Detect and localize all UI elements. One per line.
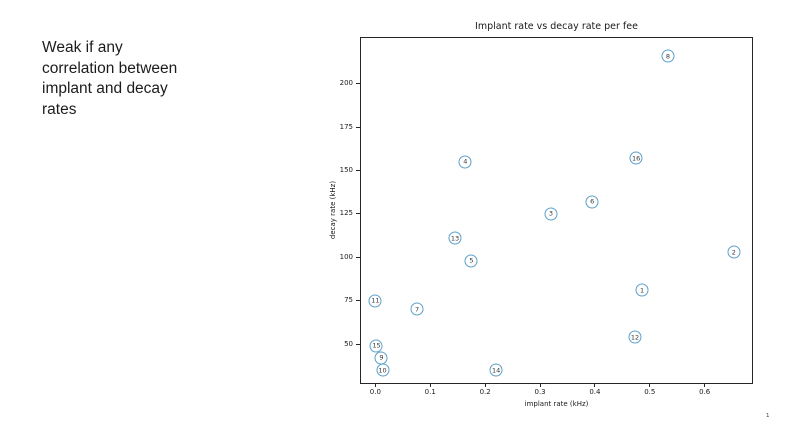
y-tick-mark [356, 83, 360, 85]
x-tick-mark [484, 384, 486, 387]
y-tick-mark [356, 343, 360, 345]
x-tick-mark [429, 384, 431, 387]
scatter-point: 12 [628, 330, 642, 344]
scatter-point: 3 [544, 207, 558, 221]
x-tick-label: 0.1 [424, 388, 436, 396]
scatter-point: 9 [374, 351, 388, 365]
x-tick-label: 0.6 [699, 388, 711, 396]
scatter-point: 1 [635, 283, 649, 297]
y-tick-label: 150 [339, 166, 353, 175]
x-tick-mark [704, 384, 706, 387]
y-tick-label: 175 [339, 122, 353, 131]
x-tick-label: 0.5 [644, 388, 656, 396]
y-tick-label: 75 [344, 296, 353, 305]
chart-title: Implant rate vs decay rate per fee [475, 21, 638, 32]
slide-text-block: Weak if any correlation between implant … [42, 38, 242, 120]
slide-number: 1 [766, 413, 770, 419]
x-tick-label: 0.2 [479, 388, 491, 396]
y-tick-mark [356, 170, 360, 172]
x-tick-mark [649, 384, 651, 387]
note-line: correlation between [42, 59, 178, 77]
scatter-point: 8 [661, 49, 675, 63]
x-tick-mark [594, 384, 596, 387]
scatter-point: 6 [585, 195, 599, 209]
y-tick-label: 100 [339, 252, 353, 261]
scatter-point: 11 [368, 294, 382, 308]
note-line: Weak if any [42, 39, 123, 56]
note-line: rates [42, 100, 77, 118]
y-tick-label: 125 [339, 209, 353, 218]
scatter-point: 4 [458, 155, 472, 169]
x-tick-label: 0.3 [534, 388, 546, 396]
note-line: implant and decay [42, 80, 168, 97]
y-tick-mark [356, 300, 360, 302]
scatter-point: 15 [369, 339, 383, 353]
scatter-point: 14 [489, 363, 503, 377]
y-tick-mark [356, 213, 360, 215]
scatter-point: 7 [410, 302, 424, 316]
x-axis-label: implant rate (kHz) [524, 400, 589, 408]
scatter-point: 2 [727, 245, 741, 259]
scatter-point: 16 [629, 151, 643, 165]
scatter-point: 10 [376, 363, 389, 377]
x-tick-mark [539, 384, 541, 387]
y-tick-label: 50 [344, 339, 353, 348]
y-tick-mark [356, 126, 360, 128]
scatter-point: 5 [464, 254, 478, 268]
scatter-point: 13 [448, 231, 462, 245]
x-tick-label: 0.4 [589, 388, 601, 396]
y-tick-mark [356, 256, 360, 258]
x-tick-mark [374, 384, 376, 387]
x-tick-label: 0.0 [369, 388, 381, 396]
y-tick-label: 200 [339, 79, 353, 88]
